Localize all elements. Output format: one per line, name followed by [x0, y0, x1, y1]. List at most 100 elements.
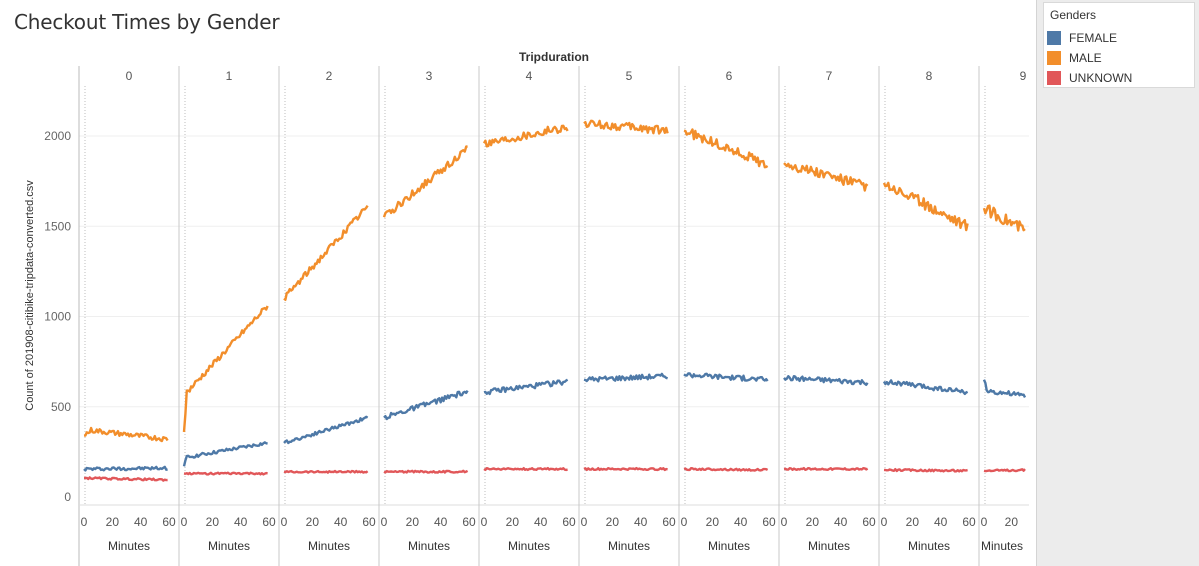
series-line-male-3 [382, 145, 468, 218]
x-tick-label-6-0: 0 [681, 515, 688, 529]
legend-swatch-male [1047, 51, 1061, 65]
series-line-female-5 [583, 372, 669, 383]
series-line-unknown-2 [283, 469, 369, 474]
panel-header-8: 8 [926, 69, 933, 83]
x-tick-label-0-40: 40 [134, 515, 148, 529]
x-tick-label-5-0: 0 [581, 515, 588, 529]
series-line-male-2 [283, 204, 369, 301]
x-tick-label-6-60: 60 [762, 515, 776, 529]
x-tick-label-8-60: 60 [962, 515, 976, 529]
x-tick-label-0-60: 60 [162, 515, 176, 529]
x-tick-label-1-20: 20 [206, 515, 220, 529]
x-tick-label-8-20: 20 [906, 515, 920, 529]
legend[interactable]: Genders FEMALE MALE UNKNOWN [1043, 2, 1195, 88]
panel-header-0: 0 [126, 69, 133, 83]
x-axis-label-9: Minutes [981, 539, 1023, 553]
series-line-female-4 [483, 378, 569, 396]
legend-title: Genders [1050, 8, 1097, 22]
x-tick-label-4-60: 60 [562, 515, 576, 529]
x-axis-label-6: Minutes [708, 539, 750, 553]
series-line-unknown-4 [483, 466, 568, 472]
y-tick-label-1000: 1000 [44, 310, 71, 324]
x-tick-label-2-0: 0 [281, 515, 288, 529]
panel-header-6: 6 [726, 69, 733, 83]
column-header: Tripduration [519, 50, 589, 64]
series-line-female-2 [283, 415, 369, 445]
series-line-female-8 [882, 379, 969, 396]
x-tick-label-1-0: 0 [181, 515, 188, 529]
y-axis-label: Count of 201908-citibike-tripdata-conver… [24, 180, 36, 411]
x-tick-label-7-60: 60 [862, 515, 876, 529]
x-tick-label-6-40: 40 [734, 515, 748, 529]
x-tick-label-9-20: 20 [1005, 515, 1019, 529]
x-axis-label-1: Minutes [208, 539, 250, 553]
series-line-female-9 [982, 379, 1027, 398]
x-tick-label-6-20: 20 [706, 515, 720, 529]
x-tick-label-4-0: 0 [481, 515, 488, 529]
x-tick-label-8-0: 0 [881, 515, 888, 529]
x-tick-label-0-20: 20 [106, 515, 120, 529]
series-line-unknown-7 [783, 466, 869, 471]
series-line-female-0 [83, 465, 168, 472]
x-tick-label-1-60: 60 [262, 515, 276, 529]
x-tick-label-3-20: 20 [406, 515, 420, 529]
y-tick-label-500: 500 [51, 400, 71, 414]
series-line-unknown-6 [683, 467, 769, 472]
panel-header-9: 9 [1020, 69, 1027, 83]
x-axis-label-2: Minutes [308, 539, 350, 553]
chart-title: Checkout Times by Gender [14, 10, 280, 34]
x-tick-label-3-60: 60 [462, 515, 476, 529]
series-line-female-1 [182, 441, 268, 467]
legend-swatch-unknown [1047, 71, 1061, 85]
x-tick-label-3-0: 0 [381, 515, 388, 529]
x-tick-label-3-40: 40 [434, 515, 448, 529]
x-tick-label-5-60: 60 [662, 515, 676, 529]
x-tick-label-2-20: 20 [306, 515, 320, 529]
y-tick-label-2000: 2000 [44, 129, 71, 143]
x-tick-label-4-20: 20 [506, 515, 520, 529]
series-line-unknown-5 [583, 466, 668, 472]
series-line-unknown-1 [183, 471, 268, 476]
panel-header-7: 7 [826, 69, 833, 83]
x-tick-label-8-40: 40 [934, 515, 948, 529]
sidebar-panel [1036, 0, 1199, 566]
x-tick-label-1-40: 40 [234, 515, 248, 529]
series-line-male-0 [83, 426, 169, 443]
series-line-male-7 [783, 162, 869, 192]
panel-header-2: 2 [326, 69, 333, 83]
x-tick-label-4-40: 40 [534, 515, 548, 529]
x-tick-label-9-0: 0 [981, 515, 988, 529]
x-tick-label-7-40: 40 [834, 515, 848, 529]
series-line-male-8 [882, 181, 969, 232]
x-axis-label-4: Minutes [508, 539, 550, 553]
x-axis-label-7: Minutes [808, 539, 850, 553]
x-axis-label-5: Minutes [608, 539, 650, 553]
legend-label-unknown: UNKNOWN [1069, 71, 1133, 85]
series-line-male-4 [482, 124, 569, 148]
series-line-female-3 [383, 389, 469, 421]
series-line-unknown-9 [983, 468, 1026, 473]
x-tick-label-0-0: 0 [81, 515, 88, 529]
x-tick-label-2-60: 60 [362, 515, 376, 529]
series-line-unknown-0 [84, 476, 168, 482]
legend-label-female: FEMALE [1069, 31, 1118, 45]
panel-header-1: 1 [226, 69, 233, 83]
series-line-male-5 [583, 119, 669, 135]
x-tick-label-7-0: 0 [781, 515, 788, 529]
series-line-unknown-8 [883, 468, 968, 473]
x-tick-label-7-20: 20 [806, 515, 820, 529]
legend-swatch-female [1047, 31, 1061, 45]
series-line-female-6 [683, 372, 769, 382]
x-tick-label-5-40: 40 [634, 515, 648, 529]
x-axis-label-8: Minutes [908, 539, 950, 553]
legend-label-male: MALE [1069, 51, 1102, 65]
series-line-male-9 [982, 204, 1026, 232]
x-tick-label-2-40: 40 [334, 515, 348, 529]
x-axis-label-3: Minutes [408, 539, 450, 553]
panel-header-3: 3 [426, 69, 433, 83]
series-line-male-6 [683, 128, 769, 169]
series-line-female-7 [783, 375, 869, 386]
panel-header-5: 5 [626, 69, 633, 83]
x-axis-label-0: Minutes [108, 539, 150, 553]
